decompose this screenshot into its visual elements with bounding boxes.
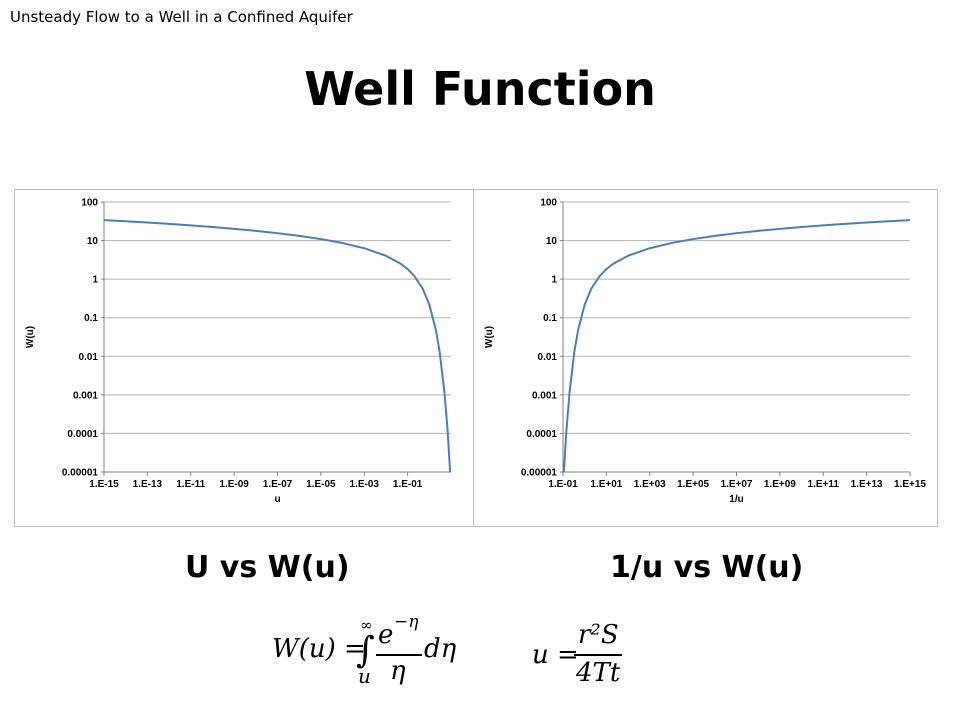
y-tick-label: 100	[540, 198, 557, 209]
x-tick-label: 1.E-03	[350, 479, 380, 490]
y-tick-label: 0.00001	[62, 468, 99, 479]
y-axis-label: W(u)	[25, 326, 36, 348]
x-tick-label: 1.E+07	[721, 479, 753, 490]
y-tick-label: 100	[81, 198, 98, 209]
x-tick-label: 1.E-07	[263, 479, 293, 490]
x-tick-label: 1.E+15	[894, 479, 926, 490]
y-tick-label: 1	[92, 275, 98, 286]
x-tick-label: 1.E-05	[306, 479, 336, 490]
x-tick-label: 1.E+09	[764, 479, 796, 490]
integral-sign: ∫	[356, 630, 375, 671]
formula-denominator: η	[390, 656, 406, 686]
u-formula-denominator: 4Tt	[576, 658, 621, 688]
y-tick-label: 10	[546, 236, 558, 247]
caption-inverse-u-vs-wu: 1/u vs W(u)	[610, 550, 804, 585]
x-tick-label: 1.E-09	[219, 479, 249, 490]
y-tick-label: 0.0001	[67, 429, 98, 440]
slide-title: Well Function	[304, 62, 656, 116]
y-tick-label: 10	[87, 236, 99, 247]
formula-upper-limit: ∞	[360, 616, 373, 634]
y-axis-label: W(u)	[484, 326, 495, 348]
x-tick-label: 1.E+03	[634, 479, 666, 490]
y-tick-label: 0.001	[532, 390, 557, 401]
x-tick-label: 1.E+13	[851, 479, 883, 490]
u-formula-lhs: u =	[532, 640, 579, 670]
x-axis-label: u	[274, 494, 280, 505]
formula-lower-limit: u	[358, 664, 371, 688]
formula-lhs: W(u) =	[272, 634, 366, 664]
x-axis-label: 1/u	[729, 494, 743, 505]
y-tick-label: 0.01	[79, 352, 99, 363]
x-tick-label: 1.E+11	[808, 479, 840, 490]
x-tick-label: 1.E-15	[89, 479, 119, 490]
fraction-bar	[376, 654, 422, 656]
y-tick-label: 0.0001	[526, 429, 557, 440]
u-formula-numerator: r²S	[578, 620, 619, 650]
y-tick-label: 0.01	[538, 352, 558, 363]
formula-exponent: −η	[394, 612, 419, 632]
chart-u-vs-wu: 100 10 1 0.1 0.01 0.001 0.0001 0.00001 1.E-15 1.E…	[14, 189, 474, 527]
series-line	[104, 219, 452, 472]
slide-subtitle: Unsteady Flow to a Well in a Confined Aq…	[10, 8, 353, 26]
y-tick-label: 0.1	[543, 313, 557, 324]
x-tick-label: 1.E-01	[393, 479, 423, 490]
y-tick-label: 0.1	[84, 313, 98, 324]
formula-numerator: e	[378, 620, 394, 650]
x-tick-label: 1.E+05	[677, 479, 709, 490]
series-line	[563, 219, 911, 472]
x-tick-label: 1.E-01	[548, 479, 578, 490]
x-tick-label: 1.E+01	[590, 479, 622, 490]
y-tick-label: 1	[551, 275, 557, 286]
y-tick-label: 0.001	[73, 390, 98, 401]
chart-inverse-u-vs-wu: 100 10 1 0.1 0.01 0.001 0.0001 0.00001 1.E-01 1.E…	[473, 189, 938, 527]
caption-u-vs-wu: U vs W(u)	[185, 550, 350, 585]
x-tick-label: 1.E-13	[133, 479, 163, 490]
y-tick-label: 0.00001	[521, 468, 558, 479]
formula-differential: dη	[424, 634, 457, 664]
x-tick-label: 1.E-11	[176, 479, 205, 490]
u-fraction-bar	[574, 654, 622, 656]
